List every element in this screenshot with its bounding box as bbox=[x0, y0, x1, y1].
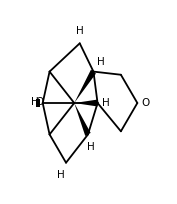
Polygon shape bbox=[74, 100, 98, 106]
Text: H: H bbox=[57, 170, 64, 180]
Text: H: H bbox=[97, 57, 105, 67]
Text: H: H bbox=[87, 142, 95, 152]
Polygon shape bbox=[74, 70, 96, 103]
Text: H: H bbox=[76, 26, 84, 36]
Text: O: O bbox=[141, 98, 150, 108]
Text: O: O bbox=[36, 97, 44, 107]
Text: H: H bbox=[102, 98, 110, 108]
Polygon shape bbox=[74, 103, 91, 136]
Text: H: H bbox=[31, 97, 39, 107]
